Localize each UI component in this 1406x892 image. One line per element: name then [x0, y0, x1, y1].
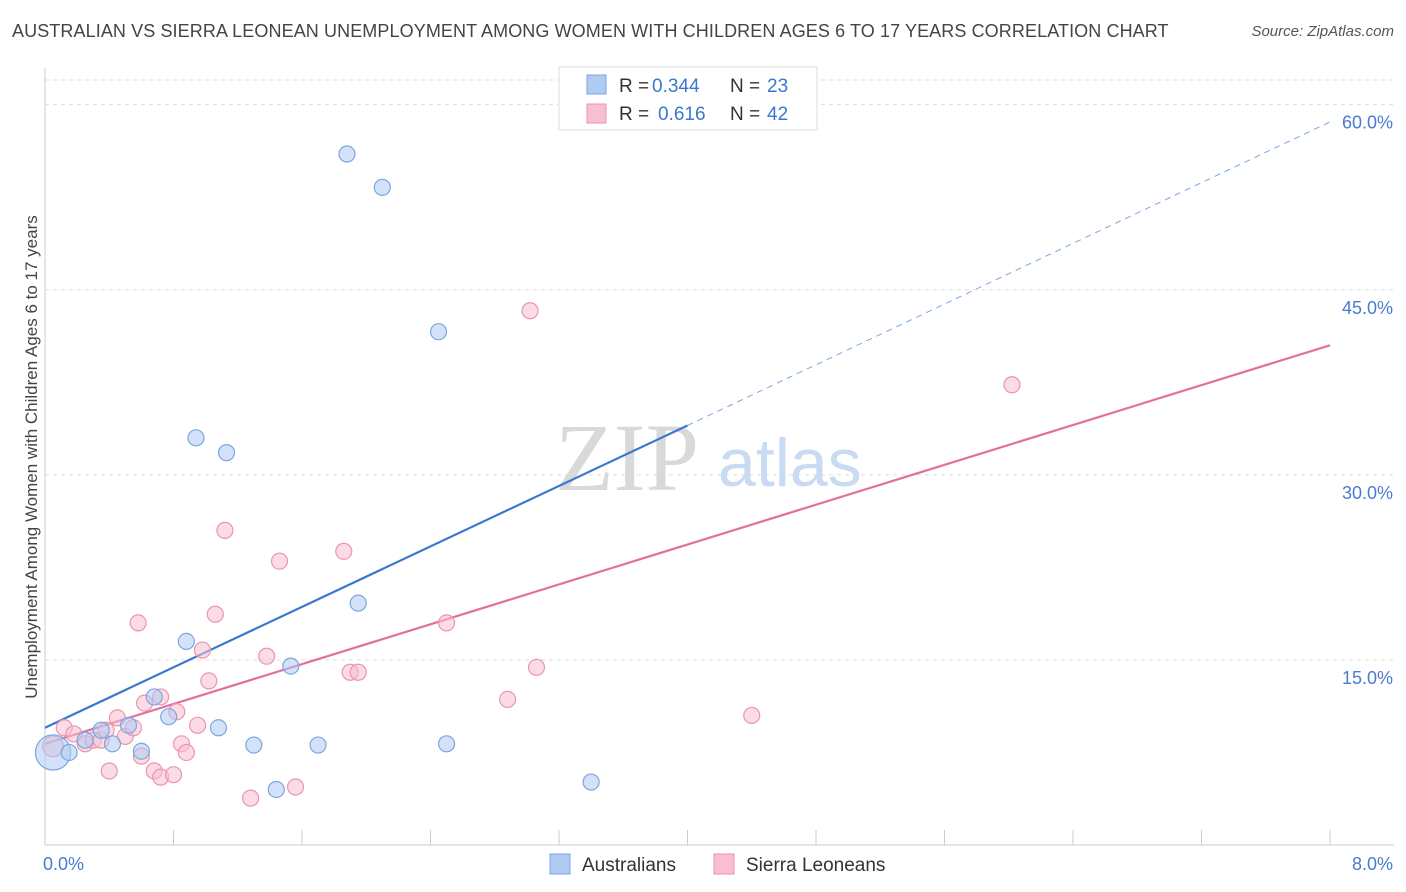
legend-r-label-sierra-leoneans: R = — [619, 104, 649, 125]
series-legend-label-sierra-leoneans: Sierra Leoneans — [746, 855, 885, 876]
data-point-australians — [160, 708, 178, 726]
data-point-sierra-leoneans — [242, 789, 260, 807]
x-tick-label-min: 0.0% — [43, 854, 84, 874]
correlation-legend: R = 0.344 N = 23 R = 0.616 N = 42 — [558, 66, 818, 131]
legend-swatch-sierra-leoneans — [586, 103, 607, 124]
data-point-australians — [437, 735, 456, 753]
y-tick-label: 15.0% — [1342, 668, 1393, 688]
data-point-sierra-leoneans — [349, 663, 367, 681]
data-point-australians — [429, 323, 448, 341]
data-point-australians — [309, 736, 327, 754]
data-point-sierra-leoneans — [193, 641, 212, 659]
data-point-sierra-leoneans — [200, 672, 218, 690]
trend-line-sierra-leoneans — [44, 344, 1331, 745]
legend-n-label-sierra-leoneans: N = — [730, 104, 760, 125]
watermark-zip: ZIP — [555, 404, 699, 511]
data-point-sierra-leoneans — [206, 605, 224, 623]
grid-lines — [45, 79, 1394, 661]
legend-n-value-sierra-leoneans: 42 — [767, 104, 788, 125]
data-point-australians — [338, 145, 356, 163]
y-tick-label: 45.0% — [1342, 298, 1393, 318]
data-point-australians — [132, 742, 150, 760]
y-tick-label: 30.0% — [1342, 483, 1393, 503]
data-point-australians — [60, 743, 78, 762]
series-legend-swatch-australians — [549, 853, 571, 875]
trend-line-australians-extension — [687, 121, 1331, 426]
axes — [44, 68, 1394, 846]
legend-swatch-australians — [586, 74, 607, 95]
x-tick-label-max: 8.0% — [1352, 854, 1393, 874]
data-point-australians — [103, 735, 122, 753]
data-point-sierra-leoneans — [258, 647, 276, 665]
y-tick-label: 60.0% — [1342, 113, 1393, 133]
data-point-australians — [373, 178, 391, 196]
data-point-sierra-leoneans — [499, 690, 517, 709]
legend-n-value-australians: 23 — [767, 76, 788, 97]
y-axis-title: Unemployment Among Women with Children A… — [22, 215, 41, 699]
data-point-australians — [209, 719, 228, 737]
data-point-sierra-leoneans — [437, 614, 456, 632]
data-point-sierra-leoneans — [521, 302, 539, 320]
data-point-australians — [582, 773, 600, 791]
data-point-sierra-leoneans — [270, 552, 289, 570]
data-point-sierra-leoneans — [286, 778, 305, 796]
trend-lines — [44, 121, 1331, 745]
tick-labels: 15.0% 30.0% 45.0% 60.0% 0.0% 8.0% — [43, 113, 1393, 874]
data-point-australians — [217, 444, 236, 462]
chart-title: AUSTRALIAN VS SIERRA LEONEAN UNEMPLOYMEN… — [12, 21, 1169, 41]
legend-r-value-sierra-leoneans: 0.616 — [658, 104, 706, 125]
watermark-atlas: atlas — [718, 425, 862, 501]
data-point-sierra-leoneans — [743, 706, 761, 725]
data-point-australians — [76, 731, 94, 749]
series-legend: Australians Sierra Leoneans — [549, 853, 885, 876]
data-point-australians — [119, 716, 138, 734]
data-point-australians — [177, 632, 195, 651]
series-legend-swatch-sierra-leoneans — [713, 853, 735, 875]
data-point-sierra-leoneans — [164, 766, 183, 784]
data-points — [34, 145, 1021, 807]
series-legend-label-australians: Australians — [582, 855, 676, 876]
legend-n-label-australians: N = — [730, 76, 760, 97]
watermark: ZIP atlas — [555, 404, 862, 511]
data-point-australians — [92, 721, 110, 739]
data-point-sierra-leoneans — [188, 716, 207, 734]
source-credit: Source: ZipAtlas.com — [1251, 23, 1394, 40]
data-point-sierra-leoneans — [1003, 376, 1021, 394]
data-point-australians — [245, 736, 263, 754]
data-point-sierra-leoneans — [177, 743, 195, 762]
data-point-sierra-leoneans — [129, 614, 147, 632]
data-point-australians — [145, 688, 163, 706]
legend-r-label-australians: R = — [619, 76, 649, 97]
data-point-sierra-leoneans — [527, 658, 546, 676]
data-point-sierra-leoneans — [216, 521, 234, 539]
legend-r-value-australians: 0.344 — [652, 76, 700, 97]
trend-line-australians — [44, 424, 688, 729]
data-point-australians — [282, 657, 300, 675]
data-point-australians — [187, 429, 205, 447]
data-point-sierra-leoneans — [335, 542, 353, 560]
data-point-sierra-leoneans — [100, 762, 118, 780]
data-point-australians — [349, 594, 367, 612]
data-point-australians — [267, 780, 285, 799]
